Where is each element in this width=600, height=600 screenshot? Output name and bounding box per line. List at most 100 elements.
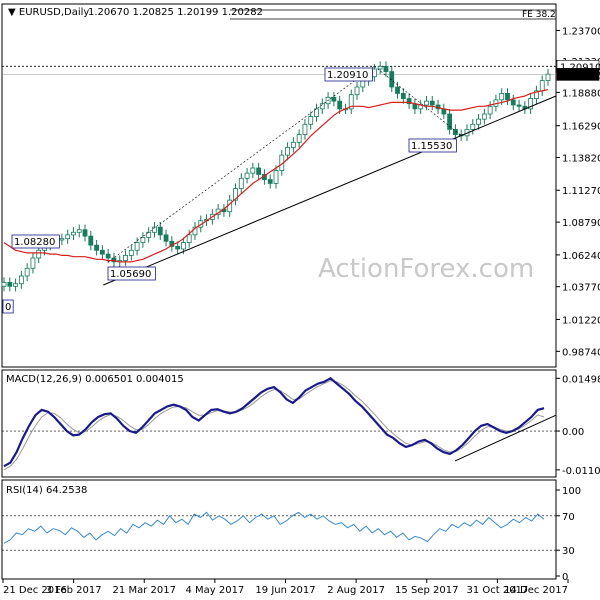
price-panel-frame: [1, 3, 557, 368]
candle-body: [528, 98, 534, 110]
x-tick-label: 14 Dec 2017: [504, 585, 568, 596]
label-high-1-0828: 1.08280: [14, 237, 55, 248]
candle-body: [134, 242, 140, 251]
label-left-edge: 0: [5, 302, 11, 313]
candle-body: [59, 238, 65, 241]
candle-body: [354, 86, 360, 96]
label-high-1-2091-box: [324, 67, 373, 82]
candle-body: [377, 66, 383, 70]
label-left-edge-box: [2, 299, 14, 314]
candle-body: [371, 68, 377, 78]
candle-body: [88, 235, 94, 246]
rsi-panel-frame: [1, 479, 557, 580]
candle-body: [476, 118, 481, 125]
x-tick-label: 19 Jun 2017: [255, 585, 315, 596]
macd-tick-label: 0.014982: [562, 374, 600, 385]
candle-body: [157, 226, 163, 236]
price-axis: 1.237001.213301.188801.162901.138201.112…: [556, 26, 600, 358]
candle-body: [76, 229, 82, 233]
price-tick-label: 1.01220: [562, 315, 600, 326]
rsi-axis: 100 70 30 0: [556, 486, 581, 583]
candle-body: [400, 93, 406, 99]
price-tick-label: 1.18880: [562, 88, 600, 99]
macd-trendline: [454, 414, 557, 462]
chart-symbol: ▼ EURUSD,Daily: [8, 7, 89, 18]
candle-body: [36, 249, 42, 259]
candle-body: [545, 73, 551, 81]
rsi-tick-label: 100: [562, 486, 581, 497]
price-grid: [2, 65, 556, 75]
candle-body: [290, 141, 296, 148]
candle-body: [395, 86, 400, 94]
macd-panel-frame: [1, 369, 557, 478]
macd-title: MACD(12,26,9) 0.006501 0.004015: [6, 374, 184, 385]
candle-body: [470, 123, 476, 130]
price-tick-label: 0.98740: [562, 347, 600, 358]
label-low-1-1553: 1.15530: [411, 141, 452, 152]
candle-body: [348, 94, 354, 110]
price-tick-label: 1.03770: [562, 283, 600, 294]
candle-body: [510, 99, 516, 106]
candle-body: [285, 147, 290, 156]
candle-body: [128, 249, 134, 256]
candle-body: [238, 177, 244, 189]
candle-body: [499, 93, 505, 101]
candle-body: [250, 167, 256, 174]
rsi-tick-label: 70: [562, 512, 575, 523]
candle-body: [105, 253, 111, 259]
candle-body: [140, 237, 146, 243]
x-tick-label: 21 Dec 2016: [3, 585, 67, 596]
candle-body: [319, 103, 325, 110]
candle-body: [447, 113, 453, 130]
candle-body: [389, 71, 395, 88]
watermark: ActionForex.com: [318, 254, 534, 284]
axis-label-close-box: [556, 68, 600, 81]
price-tick-label: 1.06240: [562, 251, 600, 262]
price-tick-label: 1.11270: [562, 186, 600, 197]
candle-body: [24, 267, 30, 277]
rsi-line-path: [3, 511, 545, 544]
candle-body: [181, 242, 186, 250]
fib-connector-1: [107, 66, 375, 263]
price-moving-average: [3, 89, 549, 263]
candle-body: [406, 98, 412, 105]
rsi-title: RSI(14) 64.2538: [6, 485, 87, 496]
candle-body: [337, 100, 343, 110]
candle-body: [424, 100, 429, 106]
candle-body: [481, 113, 487, 120]
candle-body: [1, 282, 7, 287]
candle-body: [539, 80, 545, 92]
rsi-grid: [2, 515, 556, 551]
chart-ohlc: 1.20670 1.20825 1.20199 1.20282: [88, 7, 263, 18]
macd-lines: [3, 376, 557, 471]
macd-tick-label: -0.011031: [562, 466, 600, 477]
label-low-1-0569: 1.05690: [110, 269, 151, 280]
candle-body: [505, 93, 510, 101]
candle-body: [453, 129, 458, 135]
price-trendline: [103, 66, 557, 286]
candle-body: [94, 244, 99, 251]
candle-body: [360, 80, 366, 88]
rsi-tick-label: 30: [562, 546, 575, 557]
candle-body: [123, 255, 128, 261]
candle-body: [267, 179, 273, 184]
price-tick-label: 1.23700: [562, 26, 600, 37]
x-tick-label: 15 Sep 2017: [395, 585, 458, 596]
candle-body: [314, 108, 319, 117]
fe-label: FE 38.2: [522, 10, 556, 20]
rsi-tick-label: 0: [562, 572, 568, 583]
label-low-1-1553-box: [408, 138, 457, 153]
candle-body: [534, 90, 539, 99]
candle-body: [65, 234, 71, 240]
price-annotations: 1.20910 1.15530 1.08280 1.05690 0: [2, 67, 457, 314]
candle-body: [99, 249, 105, 255]
candle-body: [233, 188, 238, 201]
label-high-1-2091: 1.20910: [327, 70, 368, 81]
candle-body: [273, 170, 279, 184]
fib-connector-2: [374, 66, 462, 136]
candle-body: [18, 275, 24, 285]
axis-label-high: 1.20910: [560, 62, 600, 73]
